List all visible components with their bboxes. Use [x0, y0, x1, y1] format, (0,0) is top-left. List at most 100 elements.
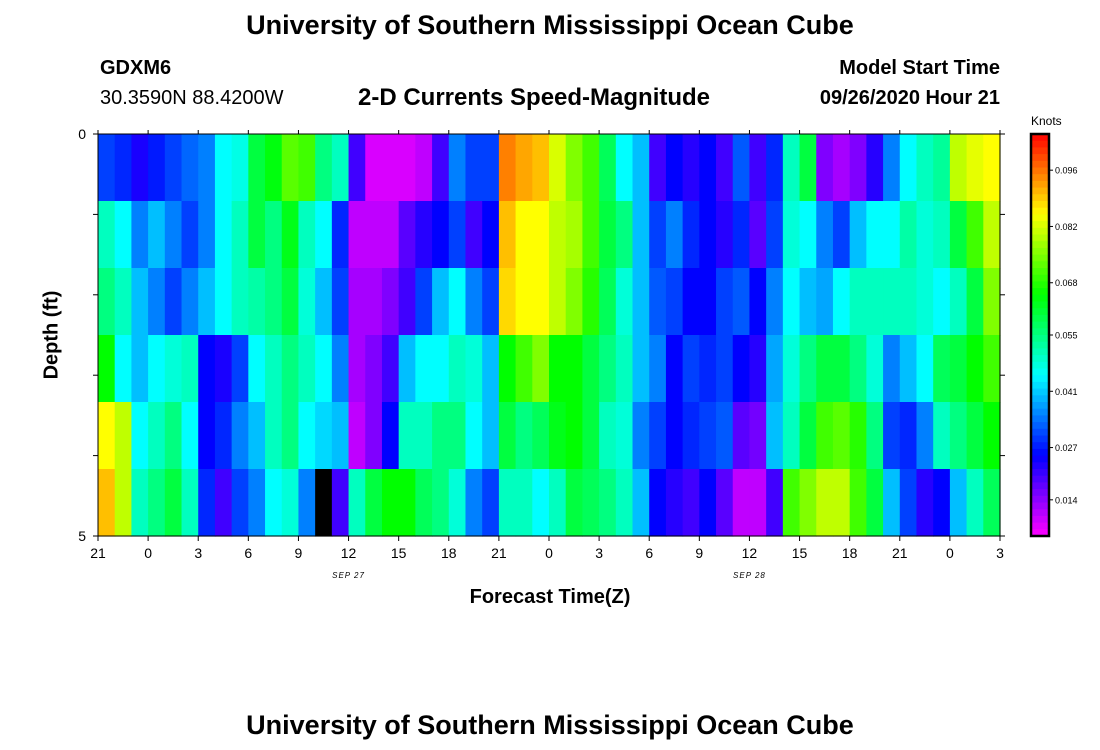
heatmap-cell — [682, 469, 700, 537]
colorbar-band — [1031, 321, 1049, 329]
heatmap-cell — [899, 268, 918, 336]
heatmap-cell — [799, 134, 817, 202]
colorbar-tick-label: 0.055 — [1055, 331, 1078, 341]
colorbar-band — [1031, 308, 1049, 316]
colorbar-band — [1031, 368, 1049, 376]
heatmap-cell — [565, 402, 583, 470]
colorbar-band — [1031, 314, 1049, 323]
colorbar-band — [1031, 442, 1049, 450]
colorbar-band — [1031, 134, 1049, 142]
heatmap-cell — [866, 469, 884, 537]
heatmap-cell — [331, 335, 350, 403]
heatmap-cell — [198, 335, 216, 403]
heatmap-cell — [164, 201, 183, 269]
heatmap-cell — [164, 134, 183, 202]
heatmap-cell — [632, 402, 650, 470]
heatmap-cell — [549, 402, 567, 470]
heatmap-cell — [248, 268, 266, 336]
heatmap-cell — [749, 134, 767, 202]
x-tick-label: 18 — [441, 545, 457, 561]
heatmap-cell — [933, 402, 951, 470]
heatmap-cell — [214, 335, 233, 403]
heatmap-cell — [265, 469, 283, 537]
colorbar-band — [1031, 301, 1049, 309]
colorbar-band — [1031, 462, 1049, 470]
heatmap-cell — [248, 402, 266, 470]
heatmap-cell — [582, 469, 600, 537]
heatmap-cell — [465, 268, 483, 336]
heatmap-cell — [682, 268, 700, 336]
heatmap-cell — [281, 469, 300, 537]
heatmap-cell — [799, 201, 817, 269]
colorbar-band — [1031, 274, 1049, 282]
heatmap-cell — [498, 268, 517, 336]
heatmap-cell — [515, 268, 533, 336]
heatmap-cell — [164, 268, 183, 336]
heatmap-cell — [949, 134, 968, 202]
page-title-bottom: University of Southern Mississippi Ocean… — [246, 710, 854, 740]
heatmap-cell — [565, 335, 583, 403]
heatmap-cell — [532, 134, 550, 202]
heatmap-cell — [866, 201, 884, 269]
heatmap-cell — [916, 134, 934, 202]
heatmap-cell — [98, 469, 116, 537]
heatmap-cell — [381, 402, 400, 470]
heatmap-cell — [248, 469, 266, 537]
colorbar-band — [1031, 515, 1049, 524]
heatmap-cell — [716, 402, 734, 470]
heatmap-cell — [348, 134, 366, 202]
heatmap-cell — [298, 268, 316, 336]
heatmap-cell — [131, 402, 149, 470]
colorbar-band — [1031, 167, 1049, 175]
heatmap-cell — [265, 335, 283, 403]
colorbar-band — [1031, 147, 1049, 155]
heatmap-cell — [766, 335, 784, 403]
heatmap-cell — [482, 469, 500, 537]
heatmap-cell — [415, 268, 433, 336]
heatmap-cell — [181, 201, 199, 269]
heatmap-cell — [782, 469, 801, 537]
heatmap-cell — [231, 469, 249, 537]
heatmap-cell — [214, 134, 233, 202]
x-tick-label: 12 — [341, 545, 357, 561]
colorbar-band — [1031, 140, 1049, 148]
heatmap-cell — [582, 335, 600, 403]
heatmap-cell — [432, 469, 450, 537]
heatmap-cell — [699, 469, 717, 537]
heatmap-cell — [966, 335, 984, 403]
heatmap-cell — [498, 335, 517, 403]
heatmap-cell — [248, 335, 266, 403]
heatmap-cell — [816, 201, 834, 269]
colorbar-band — [1031, 355, 1049, 363]
heatmap-cell — [649, 402, 667, 470]
heatmap-cell — [716, 469, 734, 537]
heatmap-cell — [131, 201, 149, 269]
heatmap-cell — [782, 268, 801, 336]
heatmap-cell — [949, 268, 968, 336]
heatmap-cell — [966, 201, 984, 269]
colorbar-band — [1031, 469, 1049, 477]
heatmap-cell — [883, 402, 901, 470]
heatmap-cell — [315, 469, 333, 537]
heatmap-cell — [298, 469, 316, 537]
heatmap-cell — [432, 268, 450, 336]
colorbar: 0.096 0.082 0.068 0.055 0.041 0.027 0.014 — [1029, 132, 1078, 538]
heatmap-cell — [298, 402, 316, 470]
heatmap-cell — [114, 469, 132, 537]
heatmap-cell — [398, 402, 416, 470]
heatmap-cell — [565, 469, 583, 537]
heatmap-cell — [148, 134, 166, 202]
colorbar-band — [1031, 154, 1049, 162]
heatmap-cell — [849, 268, 867, 336]
colorbar-tick-label: 0.014 — [1055, 495, 1078, 505]
heatmap-cell — [498, 402, 517, 470]
heatmap-cell — [649, 134, 667, 202]
colorbar-band — [1031, 328, 1049, 336]
x-tick-label: 21 — [90, 545, 106, 561]
heatmap-cell — [916, 268, 934, 336]
heatmap-cell — [381, 335, 400, 403]
heatmap-cell — [214, 201, 233, 269]
heatmap-cell — [281, 268, 300, 336]
heatmap-cell — [632, 134, 650, 202]
heatmap-cell — [114, 402, 132, 470]
